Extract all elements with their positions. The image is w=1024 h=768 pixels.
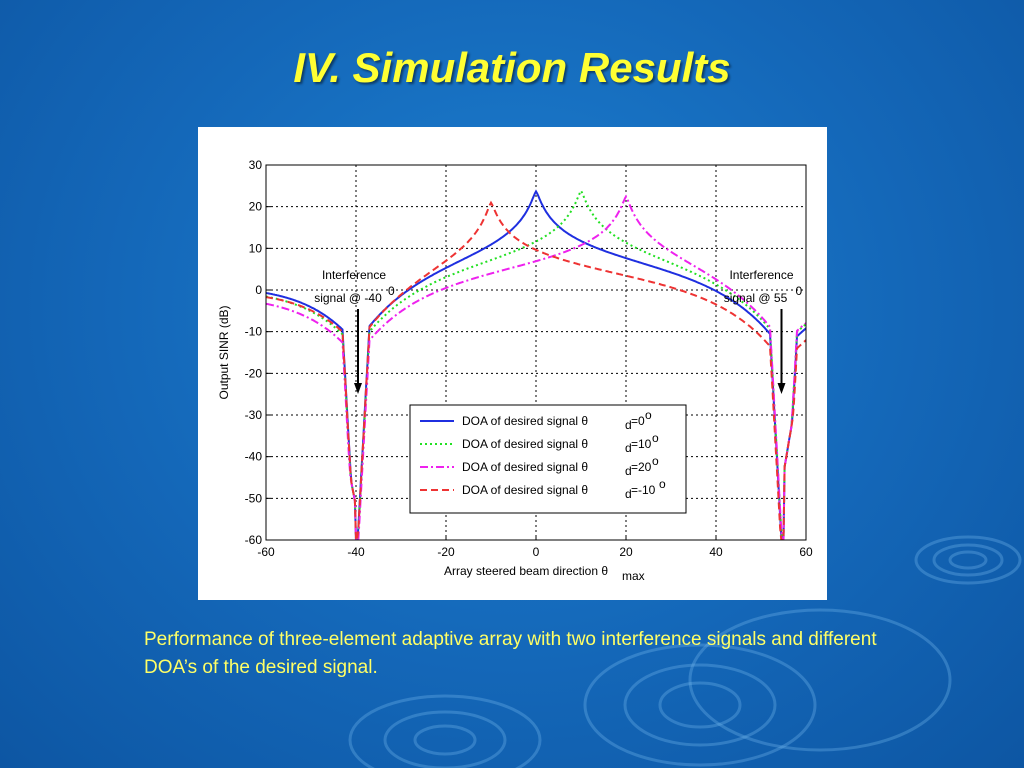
slide-caption: Performance of three-element adaptive ar… [144, 629, 877, 678]
annotation-sup: 0 [388, 284, 395, 298]
x-tick-label: 0 [533, 545, 540, 559]
legend-label-1: DOA of desired signal θ [462, 437, 588, 451]
y-tick-label: -60 [245, 533, 263, 547]
annotation-arrow-head [354, 383, 362, 394]
y-tick-label: 20 [249, 200, 263, 214]
y-axis-label: Output SINR (dB) [217, 305, 231, 399]
series-line-3 [266, 200, 806, 540]
legend-label-sup: o [645, 408, 652, 422]
legend-label-sup: o [652, 431, 659, 445]
series-line-0 [266, 189, 806, 540]
annotation-line2: signal @ -40 [314, 291, 382, 305]
y-tick-label: -30 [245, 408, 263, 422]
x-tick-label: 60 [799, 545, 813, 559]
x-axis-label: Array steered beam direction θ [444, 564, 608, 578]
y-tick-label: 0 [255, 283, 262, 297]
legend-label-sub: d [625, 487, 632, 501]
plot-frame [265, 164, 807, 541]
legend-label-sup: o [659, 477, 666, 491]
annotation-line1: Interference [322, 268, 386, 282]
x-tick-label: -60 [257, 545, 275, 559]
legend-label-value: =20 [631, 460, 652, 474]
legend-label-value: =0 [631, 414, 645, 428]
annotation-line2: signal @ 55 [724, 291, 788, 305]
y-tick-label: -20 [245, 366, 263, 380]
annotation-line1: Interference [729, 268, 793, 282]
chart-figure: -60 -40 -20 0 20 40 60 30 20 10 0 -10 -20 -30 -40 -50 -6… [198, 127, 827, 600]
sinr-chart: -60 -40 -20 0 20 40 60 30 20 10 0 -10 -20 -30 -40 -50 -6… [217, 158, 813, 583]
y-tick-label: 10 [249, 241, 263, 255]
y-tick-label: 30 [249, 158, 263, 172]
series-line-2 [266, 194, 806, 540]
legend-label-value: =-10 [631, 483, 656, 497]
legend-label-2: DOA of desired signal θ [462, 460, 588, 474]
x-tick-label: -20 [437, 545, 455, 559]
legend-label-0: DOA of desired signal θ [462, 414, 588, 428]
legend-label-sub: d [625, 441, 632, 455]
y-tick-label: -50 [245, 491, 263, 505]
annotation-arrow-head [777, 383, 786, 394]
x-axis-label-sub: max [622, 569, 645, 583]
legend-label-sub: d [625, 464, 632, 478]
x-tick-label: 40 [709, 545, 723, 559]
y-tick-label: -10 [245, 325, 263, 339]
legend-label-sub: d [625, 418, 632, 432]
annotation-sup: 0 [796, 284, 803, 298]
legend-label-3: DOA of desired signal θ [462, 483, 588, 497]
x-tick-label: -40 [347, 545, 365, 559]
slide-title: IV. Simulation Results [293, 44, 731, 91]
legend-box [409, 404, 687, 514]
legend-label-sup: o [652, 454, 659, 468]
legend-label-value: =10 [631, 437, 652, 451]
x-tick-label: 20 [619, 545, 633, 559]
y-tick-label: -40 [245, 450, 263, 464]
